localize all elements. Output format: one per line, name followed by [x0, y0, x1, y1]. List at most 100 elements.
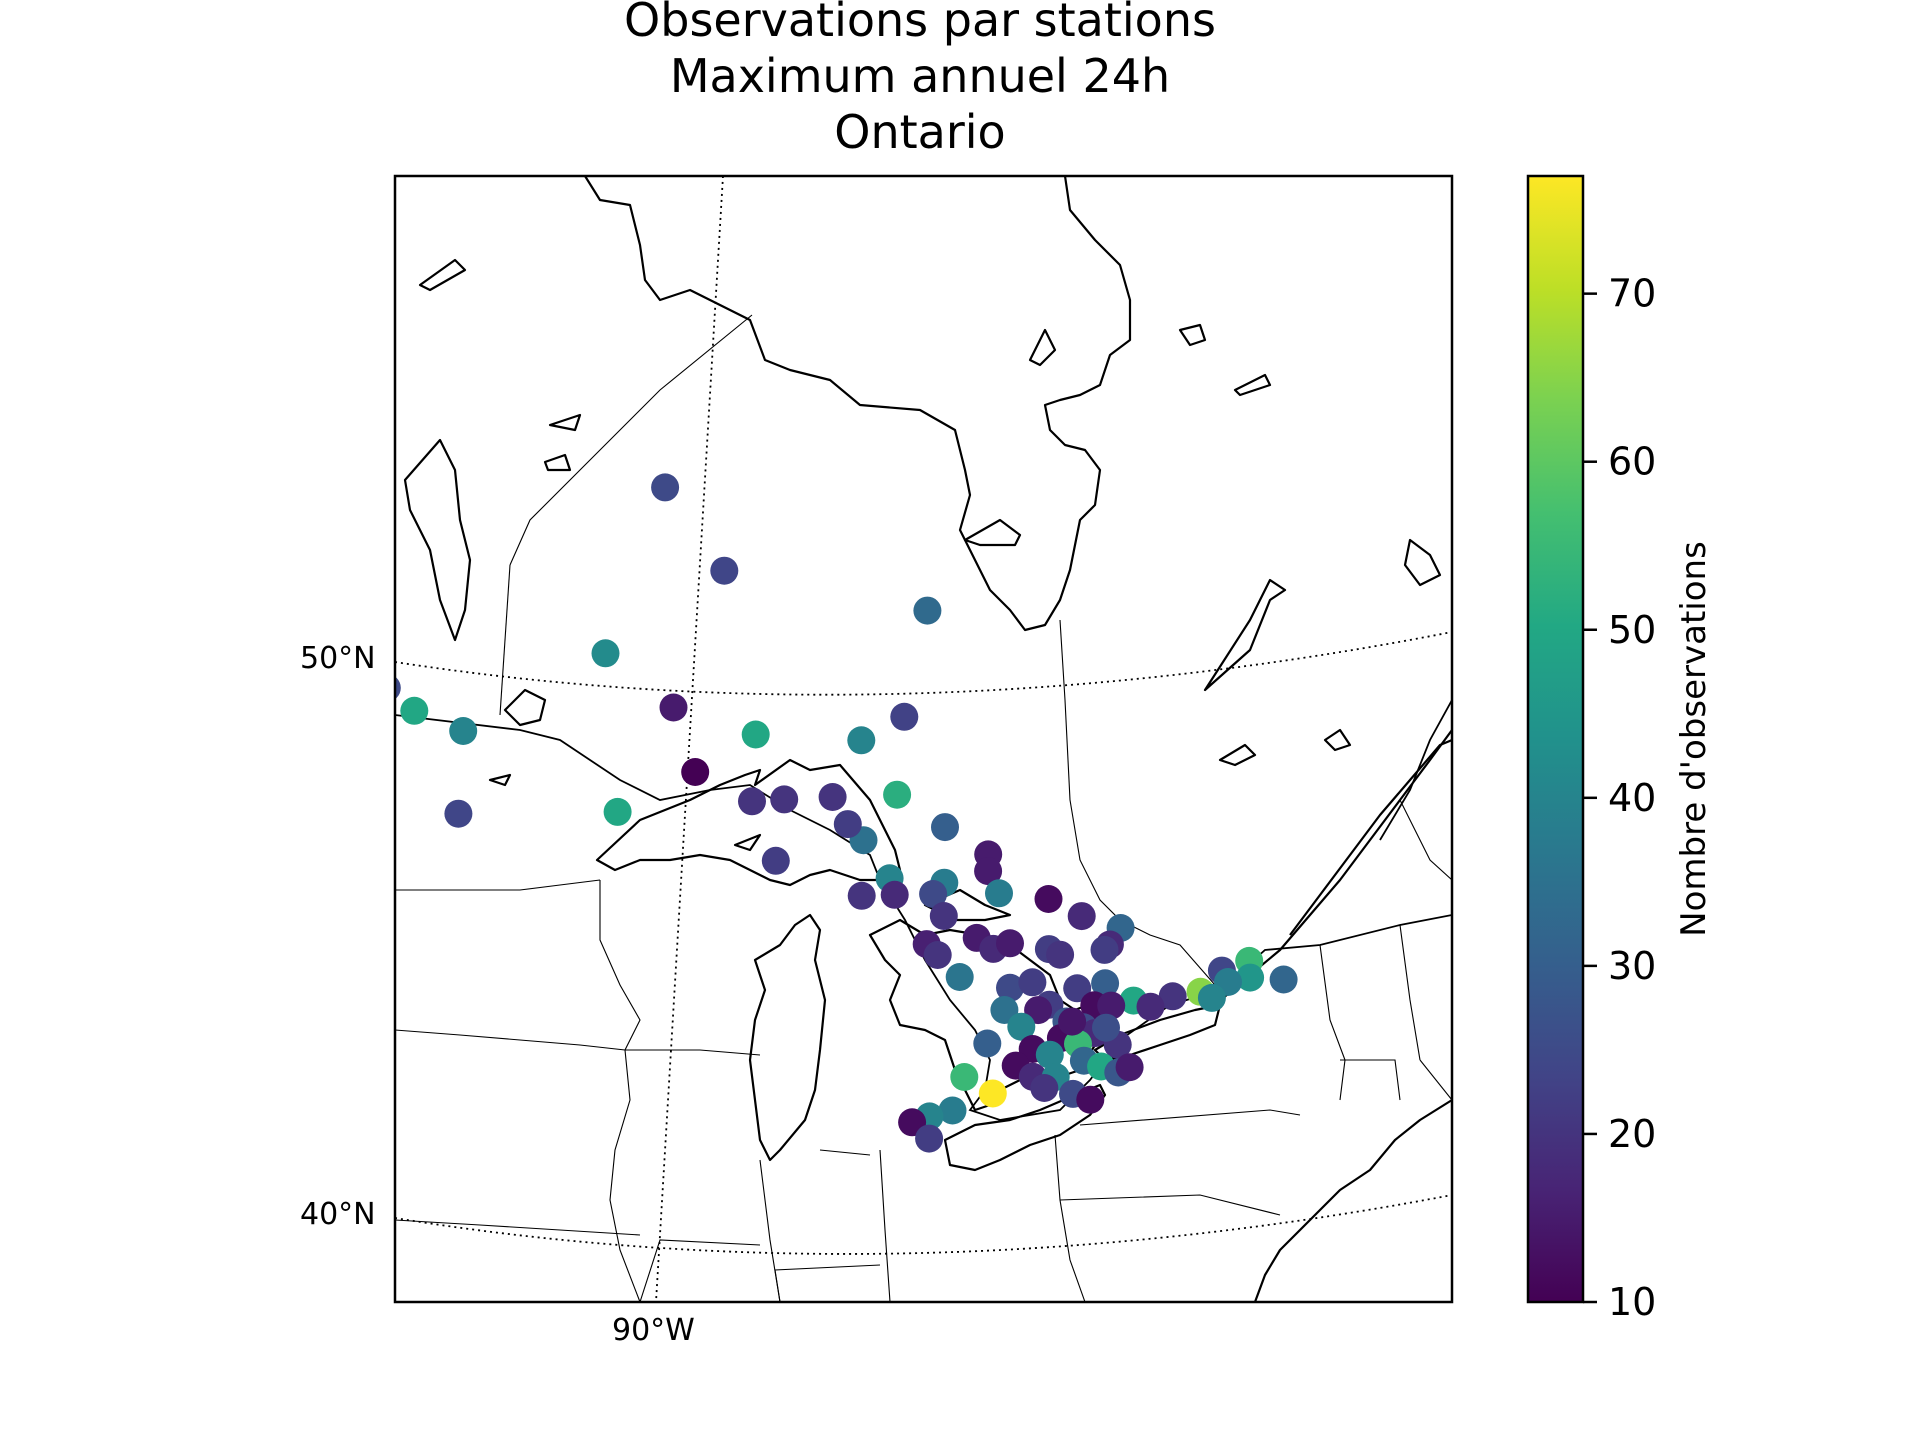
lat-label-50n: 50°N	[300, 641, 376, 676]
station-point-25	[974, 857, 1003, 886]
figure-title-line-1: Observations par stations	[624, 0, 1216, 47]
coastline-bay-island	[1028, 328, 1057, 367]
coastline-lake-of-woods	[503, 688, 547, 727]
border-mn-wi	[599, 880, 641, 1302]
station-point-87	[938, 1096, 967, 1125]
station-point-86	[1076, 1085, 1105, 1114]
border-ia-mo	[639, 1239, 761, 1302]
graticule-50n	[395, 631, 1452, 696]
station-point-38	[847, 881, 876, 910]
station-point-17	[770, 785, 799, 814]
station-point-90	[915, 1124, 944, 1153]
station-point-45	[996, 929, 1024, 958]
coastline-akimiski	[963, 518, 1022, 547]
station-point-84	[1030, 1074, 1059, 1102]
border-manitoba-ontario	[499, 564, 511, 716]
station-point-91	[1058, 1007, 1087, 1036]
station-point-5	[913, 596, 942, 625]
coastline-quebec-lake-4	[1323, 728, 1352, 752]
station-point-29	[985, 879, 1013, 908]
station-point-0	[651, 473, 680, 502]
colorbar-ticks: 10 20 30 40 50 60 70	[1583, 272, 1656, 1324]
border-quebec-nb	[1379, 699, 1452, 841]
station-point-4	[591, 639, 620, 668]
colorbar-tick-label-0: 10	[1608, 1280, 1656, 1324]
map-frame	[393, 174, 1454, 1304]
station-point-40	[929, 902, 958, 930]
border-oh-pa	[1054, 1134, 1086, 1302]
station-point-78	[1115, 1053, 1144, 1082]
station-point-28	[919, 880, 948, 908]
graticule-40n	[395, 1194, 1452, 1255]
station-point-51	[996, 973, 1024, 1002]
station-point-37	[1269, 965, 1298, 994]
colorbar-gradient	[1528, 176, 1583, 1302]
station-point-8	[449, 717, 478, 745]
station-point-1	[710, 556, 739, 585]
border-sd-ne	[395, 1029, 626, 1051]
coastline-quebec-1	[1203, 578, 1287, 692]
station-point-14	[444, 799, 473, 828]
coastline-isle-royale	[733, 833, 762, 852]
station-point-11	[890, 702, 919, 731]
station-point-56	[1158, 982, 1187, 1011]
figure-title-line-3: Ontario	[834, 105, 1005, 159]
station-point-30	[1034, 885, 1063, 913]
station-point-53	[1063, 974, 1092, 1003]
coastline-quebec-lake-5	[1218, 743, 1257, 767]
station-point-3	[400, 696, 429, 725]
station-point-10	[741, 720, 770, 749]
border-ky	[774, 1264, 881, 1302]
station-point-50	[945, 963, 974, 991]
colorbar-tick-label-3: 40	[1608, 776, 1656, 820]
station-point-82	[950, 1063, 979, 1091]
station-point-92	[1092, 1013, 1120, 1042]
coastline-lake-north-1	[418, 258, 467, 292]
station-point-47	[1046, 940, 1075, 969]
coastline-lake-small	[488, 773, 512, 787]
station-point-13	[681, 758, 710, 786]
lat-label-40n: 40°N	[300, 1197, 376, 1232]
coastline-lake-north-3	[543, 453, 572, 472]
coastline-atlantic	[1253, 1099, 1452, 1302]
station-point-52	[1018, 968, 1047, 997]
border-ny-vt	[1319, 944, 1346, 1101]
station-point-83	[978, 1079, 1007, 1108]
colorbar-tick-label-1: 20	[1608, 1112, 1656, 1156]
map-panel: 50°N 40°N 90°W	[300, 174, 1454, 1348]
border-manitoba-ontario-north	[509, 314, 753, 566]
station-point-6	[327, 747, 355, 775]
station-point-12	[847, 726, 876, 755]
station-point-23	[761, 846, 790, 875]
station-point-18	[818, 783, 847, 811]
border-mi-in	[819, 1149, 871, 1156]
border-ma	[1340, 1059, 1401, 1101]
colorbar-title: Nombre d'observations	[1674, 541, 1714, 937]
coastline-lake-winnipeg	[403, 438, 472, 642]
coastline-st-lawrence-s	[1289, 738, 1452, 936]
lon-label-90w: 90°W	[612, 1313, 695, 1348]
station-point-59	[1136, 992, 1165, 1021]
border-nd-sd	[395, 879, 601, 891]
station-point-9	[659, 693, 688, 722]
station-point-65	[1007, 1012, 1036, 1041]
station-point-42	[923, 941, 952, 969]
border-nh-me	[1399, 924, 1421, 1061]
station-point-31	[1067, 902, 1096, 931]
coastline-lake-michigan	[748, 913, 827, 1162]
colorbar-tick-label-4: 50	[1608, 608, 1656, 652]
coastline-quebec-lake-3	[1403, 538, 1442, 587]
station-point-72	[973, 1029, 1002, 1058]
colorbar-tick-label-5: 60	[1608, 440, 1656, 484]
figure-title-line-2: Maximum annuel 24h	[670, 49, 1170, 103]
station-point-61	[1097, 991, 1126, 1020]
station-point-34	[1090, 935, 1119, 964]
border-ne-ks	[395, 1219, 641, 1236]
station-point-54	[1091, 969, 1120, 998]
station-point-36	[1236, 963, 1265, 992]
border-in-oh	[879, 1149, 891, 1302]
colorbar-frame	[1526, 174, 1585, 1304]
colorbar: 10 20 30 40 50 60 70 Nombre d'observations	[1526, 174, 1714, 1324]
border-ontario-quebec	[1059, 619, 1216, 986]
station-point-21	[833, 810, 862, 839]
